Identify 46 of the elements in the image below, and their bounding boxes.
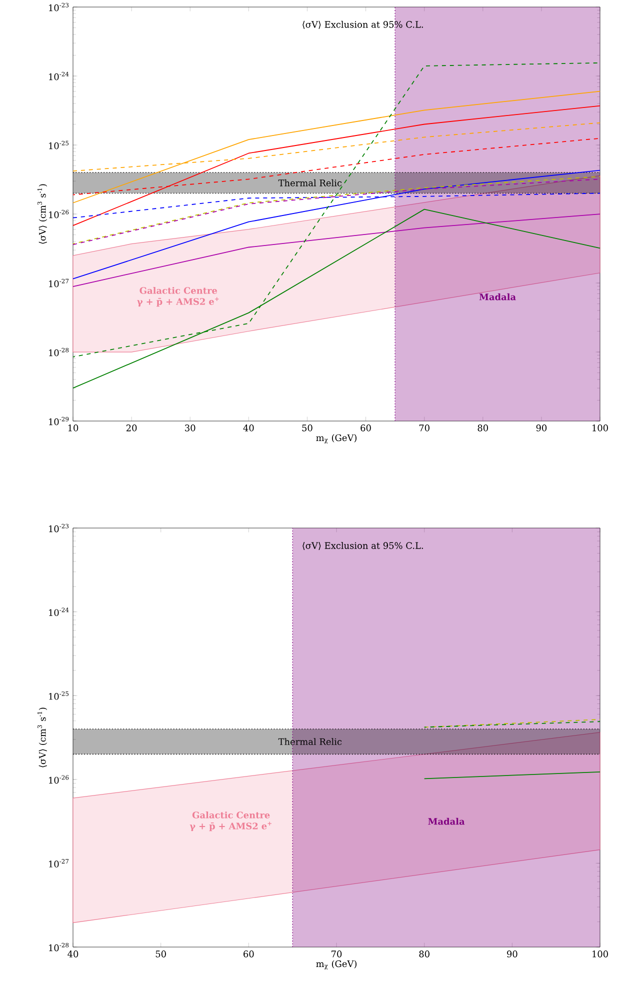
band-label: Madala [428, 818, 465, 825]
x-tick-label: 100 [592, 950, 608, 958]
x-tick-label: 50 [156, 950, 166, 958]
x-tick-label: 60 [244, 950, 254, 958]
y-tick-label: 10$^{-24}$ [49, 608, 69, 616]
x-tick-label: 10 [68, 424, 78, 432]
y-tick-label: 10$^{-23}$ [49, 2, 69, 12]
y-tick-label: 10$^{-27}$ [49, 278, 69, 288]
x-tick-label: 70 [419, 424, 430, 432]
x-axis-title: m$_{χ}$ (GeV) [316, 434, 357, 444]
y-tick-label: 10$^{-27}$ [49, 859, 69, 868]
x-tick-label: 50 [302, 424, 312, 432]
x-tick-label: 80 [478, 424, 488, 432]
line-series [72, 105, 600, 226]
band-label: Madala [479, 293, 516, 300]
x-tick-label: 90 [507, 950, 518, 958]
y-tick-label: 10$^{-24}$ [49, 72, 69, 80]
x-tick-label: 100 [592, 424, 608, 432]
y-tick-label: 10$^{-26}$ [49, 210, 69, 218]
legend-label: Galactic Centre γ + p̄ + AMS2 e$^{+}$ [190, 811, 272, 832]
y-axis-title: ⟨σV⟩ (cm$^{3}$ s$^{-1}$) [37, 184, 48, 244]
line-series [72, 90, 600, 204]
band-label: Thermal Relic [278, 179, 342, 186]
y-tick-label: 10$^{-29}$ [49, 416, 69, 426]
legend-label: Galactic Centre γ + p̄ + AMS2 e$^{+}$ [137, 286, 219, 307]
x-tick-label: 40 [243, 424, 254, 432]
y-tick-label: 10$^{-28}$ [49, 348, 69, 356]
y-axis-title: ⟨σV⟩ (cm$^{3}$ s$^{-1}$) [37, 708, 48, 768]
x-tick-label: 30 [185, 424, 196, 432]
text: ⟨σV⟩ Exclusion at 95% C.L. [302, 20, 423, 29]
x-axis-title: m$_{χ}$ (GeV) [316, 960, 357, 970]
x-tick-label: 70 [332, 950, 342, 958]
x-tick-label: 20 [126, 424, 137, 432]
y-tick-label: 10$^{-28}$ [49, 942, 69, 952]
x-tick-label: 40 [68, 950, 78, 958]
y-tick-label: 10$^{-25}$ [49, 140, 69, 150]
x-tick-label: 90 [536, 424, 547, 432]
band-label: Thermal Relic [278, 738, 342, 746]
text: ⟨σV⟩ Exclusion at 95% C.L. [302, 542, 423, 550]
y-tick-label: 10$^{-25}$ [49, 691, 69, 700]
x-tick-label: 80 [419, 950, 430, 958]
y-tick-label: 10$^{-23}$ [49, 524, 69, 532]
x-tick-label: 60 [360, 424, 371, 432]
line-series [72, 170, 600, 280]
y-tick-label: 10$^{-26}$ [49, 775, 69, 784]
line-series [72, 214, 600, 287]
